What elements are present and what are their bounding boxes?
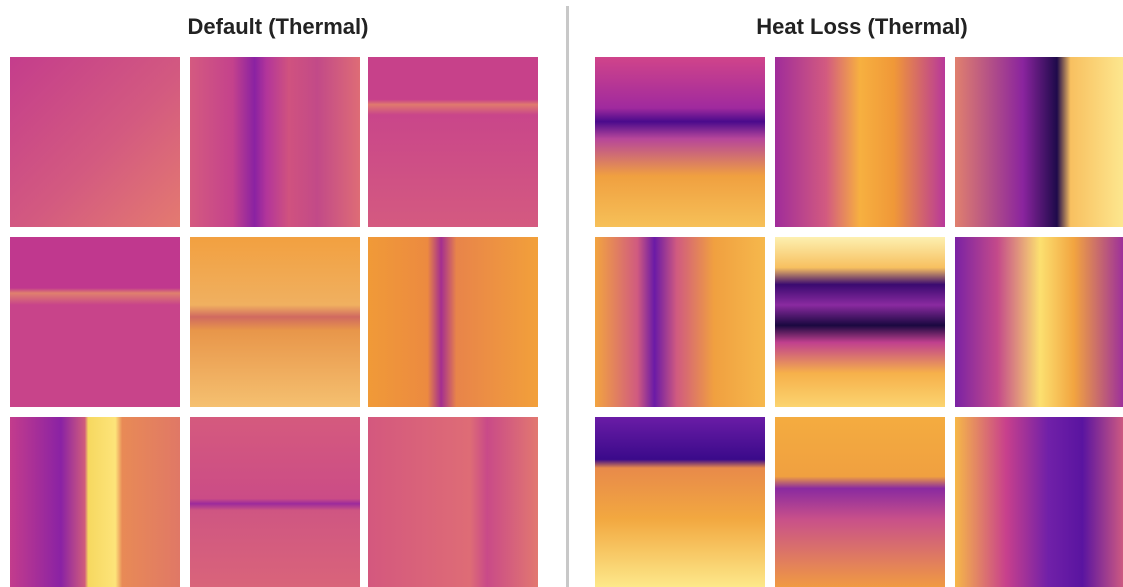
thermal-image	[955, 417, 1123, 587]
panel-title: Default (Thermal)	[8, 14, 548, 40]
thermal-image	[775, 237, 945, 407]
thermal-image	[775, 417, 945, 587]
thermal-image	[955, 57, 1123, 227]
thermal-image	[190, 237, 360, 407]
thermal-image	[10, 237, 180, 407]
thermal-image	[10, 417, 180, 587]
thermal-image	[955, 237, 1123, 407]
thermal-image	[368, 237, 538, 407]
divider	[566, 6, 569, 587]
thermal-image	[10, 57, 180, 227]
thermal-image	[595, 57, 765, 227]
figure: Default (Thermal) Heat Loss (Thermal)	[0, 0, 1123, 587]
thermal-image	[775, 57, 945, 227]
thermal-image	[595, 237, 765, 407]
panel-title: Heat Loss (Thermal)	[592, 14, 1123, 40]
thermal-image	[190, 417, 360, 587]
thermal-image	[190, 57, 360, 227]
thermal-image	[595, 417, 765, 587]
thermal-image	[368, 57, 538, 227]
thermal-image	[368, 417, 538, 587]
